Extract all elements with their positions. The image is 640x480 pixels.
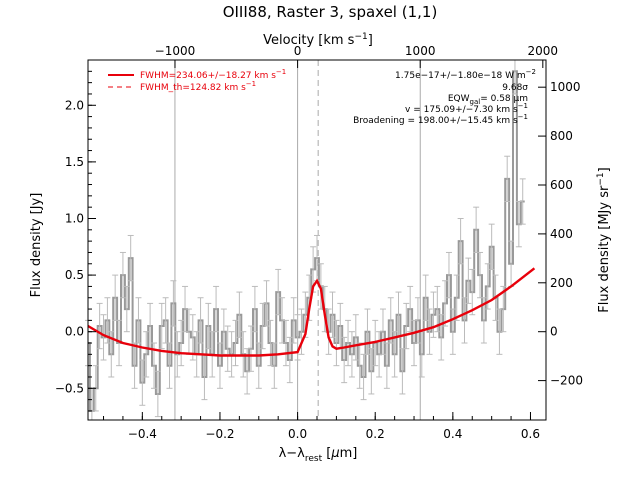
y-tick-label: 2.0 [65, 98, 84, 112]
fit-annotations: 1.75e−17+/−1.80e−18 W m−2 9.68σ EQWgal= … [353, 68, 536, 126]
right-tick-label: 1000 [550, 80, 581, 94]
top-tick-label: 1000 [405, 44, 436, 58]
x-tick-label: −0.2 [205, 427, 234, 441]
x-axis-label: λ−λrest [μm] [279, 446, 358, 464]
right-tick-label: 800 [550, 129, 573, 143]
right-tick-label: 600 [550, 178, 573, 192]
right-tick-label: −200 [550, 374, 583, 388]
x-tick-label: 0.2 [366, 427, 385, 441]
right-tick-label: 0 [550, 325, 558, 339]
x-tick-label: 0.6 [521, 427, 540, 441]
top-axis-label: Velocity [km s−1] [263, 32, 373, 48]
y-tick-label: 0.0 [65, 325, 84, 339]
data-series [85, 60, 526, 420]
y-tick-label: 1.0 [65, 211, 84, 225]
top-tick-label: 2000 [528, 44, 559, 58]
top-tick-label: 0 [294, 44, 302, 58]
right-tick-label: 200 [550, 276, 573, 290]
legend: FWHM=234.06+/−18.27 km s−1 FWHM_th=124.8… [108, 68, 286, 93]
axes: −0.4 −0.2 0.0 0.2 0.4 0.6 −0.5 0.0 0.5 1.0 1.5 2.0 −… [55, 44, 583, 441]
y-tick-label: −0.5 [55, 381, 84, 395]
annotation-flux: 1.75e−17+/−1.80e−18 W m−2 [395, 68, 536, 81]
y-axis-label: Flux density [Jy] [29, 193, 44, 298]
annotation-eqw: EQWgal= 0.58 μm [448, 94, 528, 106]
top-tick-label: −1000 [155, 44, 196, 58]
annotation-broadening: Broadening = 198.00+/−15.45 km s−1 [353, 113, 528, 126]
legend-label-fwhm-th: FWHM_th=124.82 km s−1 [140, 80, 256, 93]
chart-title: OIII88, Raster 3, spaxel (1,1) [223, 3, 438, 21]
annotation-sigma: 9.68σ [502, 83, 528, 93]
legend-label-fwhm: FWHM=234.06+/−18.27 km s−1 [140, 68, 286, 81]
x-tick-label: −0.4 [128, 427, 157, 441]
annotation-velocity: v = 175.09+/−7.30 km s−1 [405, 102, 528, 115]
x-tick-label: 0.4 [443, 427, 462, 441]
x-tick-label: 0.0 [288, 427, 307, 441]
right-tick-label: 400 [550, 227, 573, 241]
y-tick-label: 1.5 [65, 155, 84, 169]
fit-series [87, 267, 536, 357]
y-tick-label: 0.5 [65, 268, 84, 282]
right-axis-label: Flux density [MJy sr−1] [596, 167, 612, 312]
fit-line [87, 267, 536, 357]
